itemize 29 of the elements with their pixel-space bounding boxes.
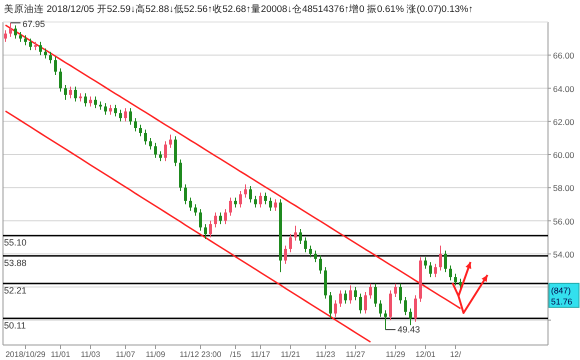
y-tick-label: 58.00 <box>553 183 575 194</box>
x-tick-label: 12/01 <box>415 350 436 359</box>
x-tick-label: 11/27 <box>346 350 366 359</box>
x-tick-label: 11/03 <box>80 350 101 359</box>
annotation: 67.95 <box>22 18 46 29</box>
x-tick-label: 11/17 <box>250 350 271 359</box>
ref-line-label: 50.11 <box>4 320 26 330</box>
x-tick-label: 11/12 23:00 <box>180 350 222 359</box>
ref-line-label: 52.21 <box>4 286 27 296</box>
x-tick-label: 11/21 <box>280 350 301 359</box>
x-tick-label: 11/01 <box>50 350 71 359</box>
x-tick-label: 11/07 <box>116 350 136 359</box>
y-tick-label: 66.00 <box>553 50 575 61</box>
ref-line-label: 53.88 <box>4 258 27 268</box>
ref-line-label: 55.10 <box>4 238 27 248</box>
y-tick-label: 64.00 <box>553 84 575 94</box>
x-tick-label: 12/ <box>450 350 462 359</box>
text: (847) 51.76 <box>551 285 573 306</box>
title: 美原油连 2018/12/05 开52.59↓高52.88↓低52.56↑收52.68↑量20008↓仓48514376↑增0 振0.61% 涨(0.07)0.13%↑ <box>4 4 474 15</box>
x-tick-label: 2018/10/29 <box>5 350 46 359</box>
x-tick-label: /15 <box>230 350 242 359</box>
annotation: 49.43 <box>398 324 420 335</box>
x-tick-label: 11/09 <box>146 350 166 359</box>
x-tick-label: 11/29 <box>386 350 406 359</box>
y-tick-label: 62.00 <box>553 116 575 127</box>
y-tick-label: 56.00 <box>553 216 575 226</box>
y-tick-label: 54.00 <box>553 249 575 260</box>
x-tick-label: 11/23 <box>316 350 336 359</box>
y-tick-label: 60.00 <box>553 150 575 160</box>
